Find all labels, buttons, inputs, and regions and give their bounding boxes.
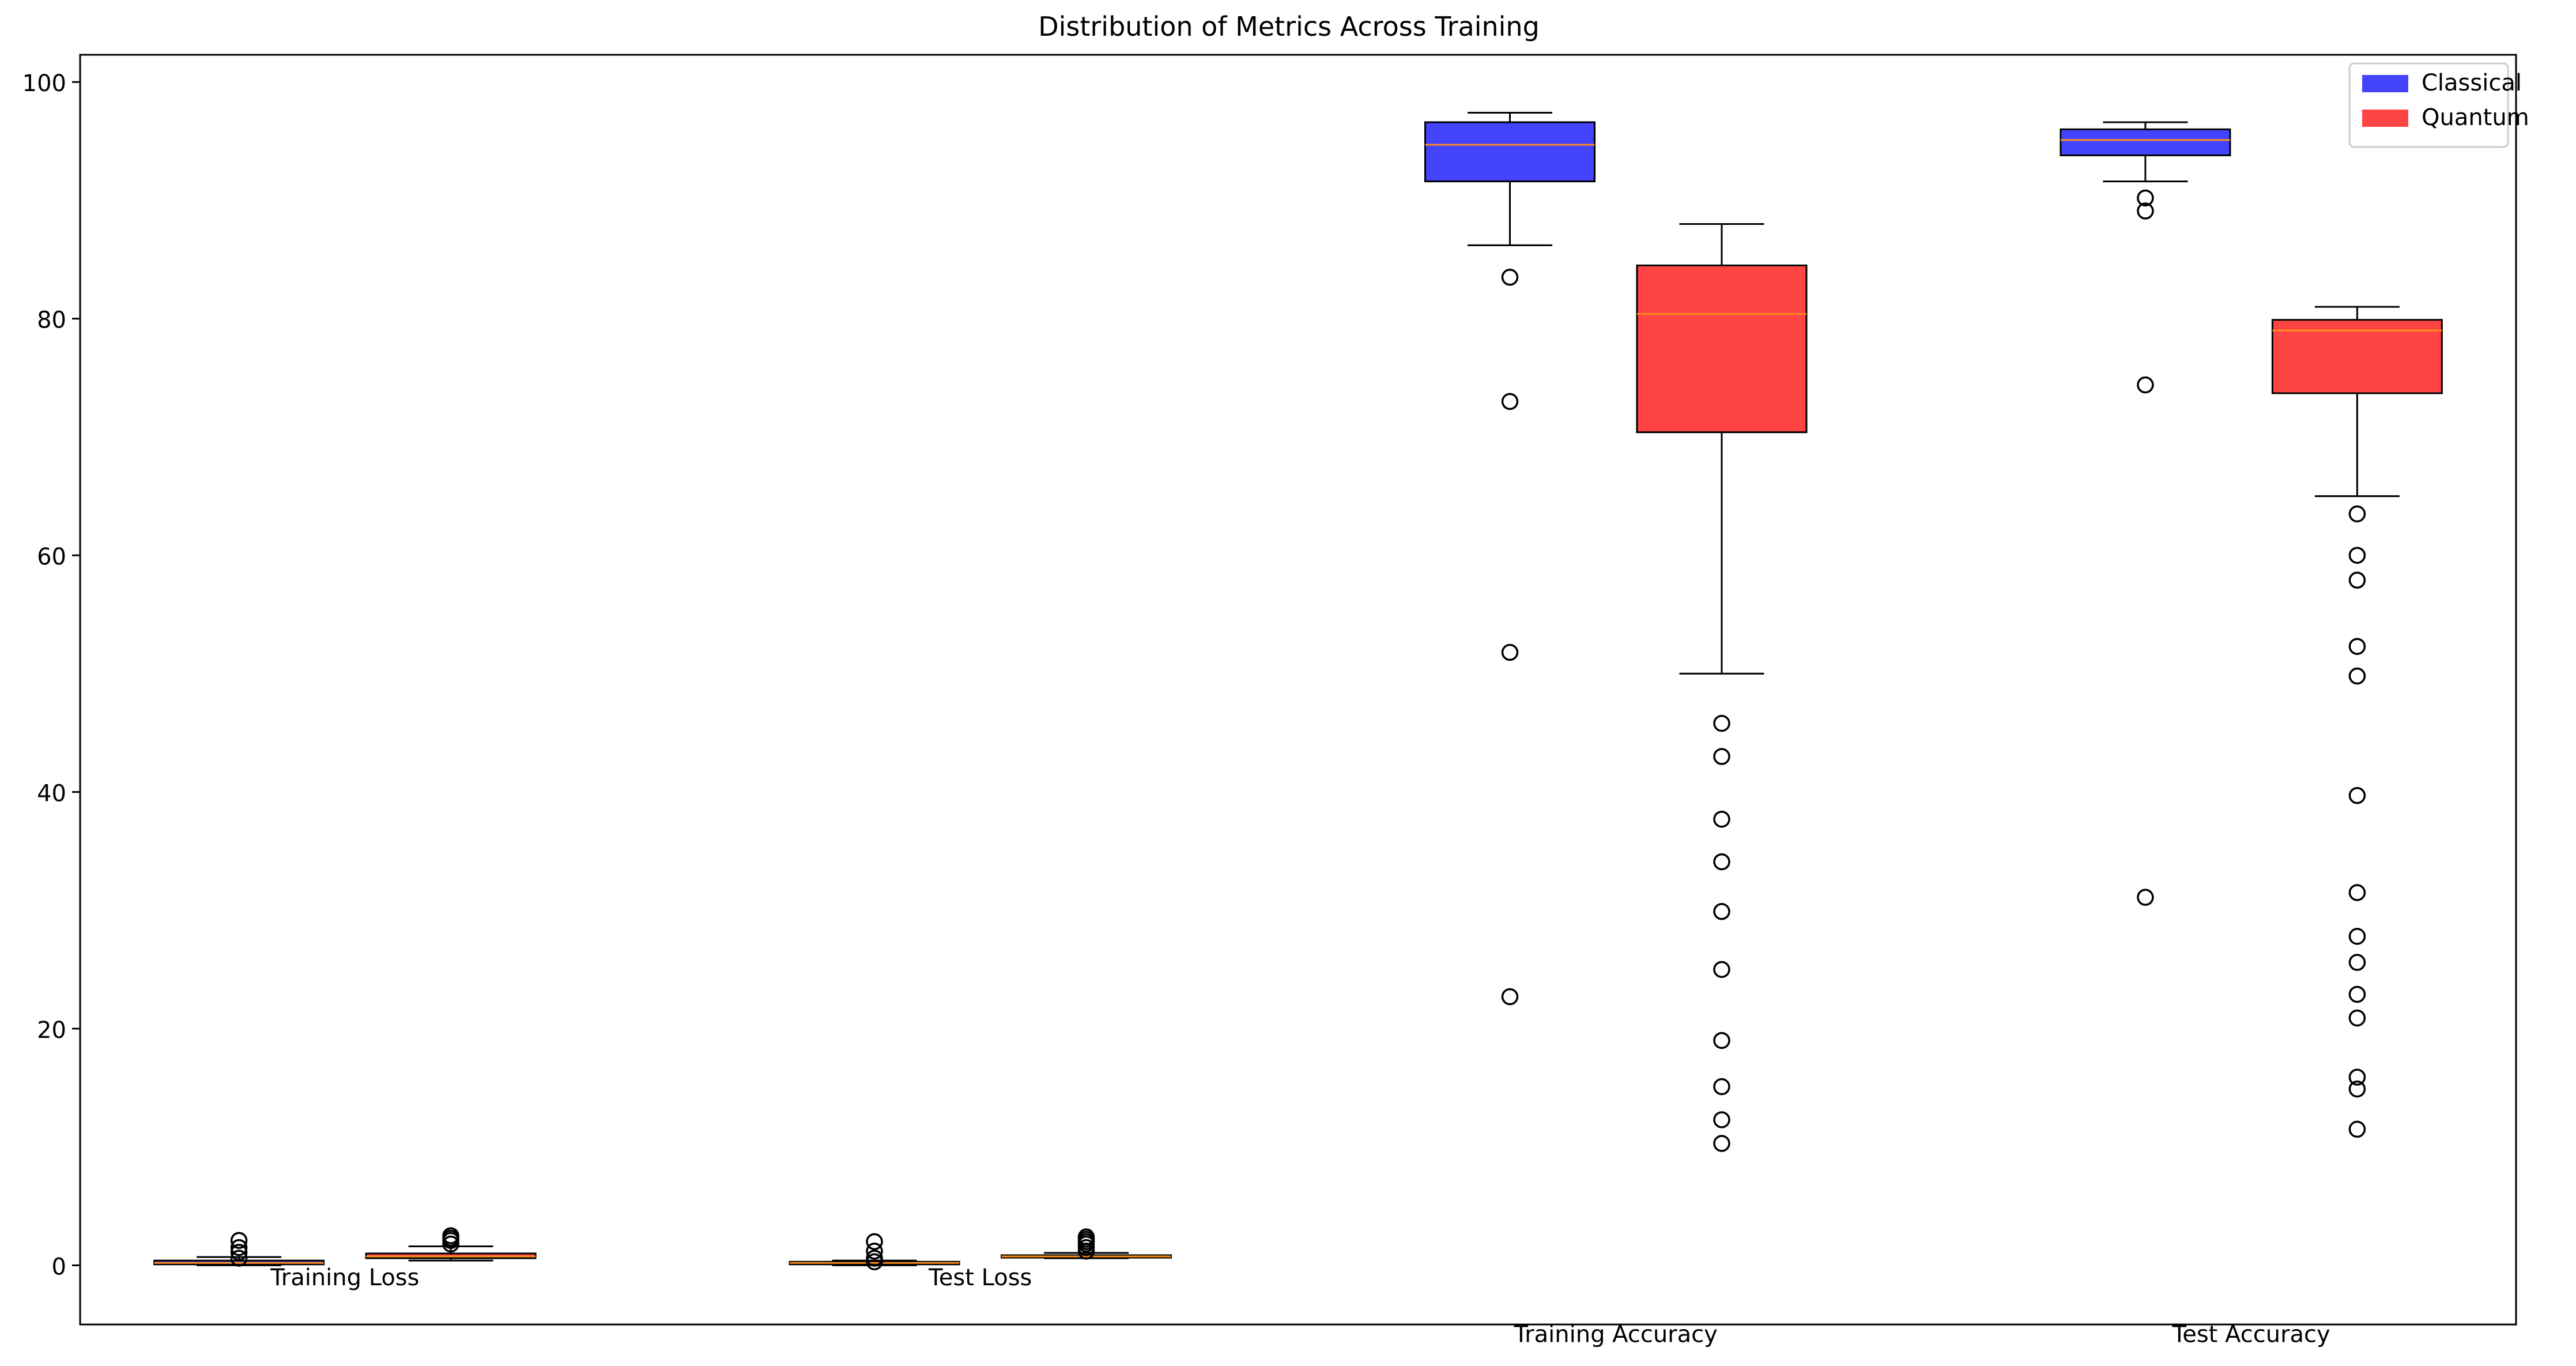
outlier-point: [1713, 853, 1730, 871]
outlier-point: [2348, 928, 2366, 945]
y-tick-label: 60: [37, 544, 66, 570]
legend: Classical Quantum: [2348, 62, 2529, 148]
box-iqr: [1636, 264, 1808, 434]
box-iqr: [1424, 121, 1596, 183]
outlier-point: [866, 1250, 883, 1267]
y-axis: 0 20 40 60 80 100: [22, 70, 80, 1280]
outlier-point: [1713, 810, 1730, 828]
outlier-point: [1713, 961, 1730, 979]
chart-title: Distribution of Metrics Across Training: [1038, 11, 1540, 42]
outlier-point: [2137, 376, 2154, 394]
outlier-point: [442, 1227, 459, 1244]
outlier-point: [1713, 903, 1730, 920]
outlier-point: [230, 1244, 248, 1261]
outlier-point: [230, 1250, 248, 1267]
legend-swatch: [2362, 75, 2408, 92]
box-iqr: [2060, 128, 2231, 156]
outlier-point: [1713, 1135, 1730, 1152]
box-group: [1636, 223, 1808, 1152]
outlier-point: [1713, 1032, 1730, 1049]
box-group: [1001, 1228, 1172, 1260]
outlier-point: [1501, 988, 1519, 1006]
outlier-point: [2137, 189, 2154, 207]
axes-frame: [79, 54, 2517, 1326]
box-group: [1424, 112, 1596, 1006]
outlier-point: [2348, 638, 2366, 655]
outlier-point: [2348, 1120, 2366, 1138]
box-group: [2271, 306, 2443, 1138]
y-tick-label: 80: [37, 307, 66, 334]
outlier-point: [2348, 1080, 2366, 1098]
y-tick-label: 100: [22, 70, 66, 97]
outlier-point: [2348, 547, 2366, 564]
outlier-point: [2348, 954, 2366, 971]
outlier-point: [1501, 269, 1519, 286]
legend-swatch: [2362, 110, 2408, 127]
outlier-point: [1501, 644, 1519, 661]
outlier-point: [2348, 1068, 2366, 1086]
outlier-point: [1713, 748, 1730, 765]
category-label: Test Loss: [928, 1265, 1032, 1291]
outlier-point: [1713, 714, 1730, 732]
box-group: [789, 1233, 960, 1270]
outlier-point: [2348, 505, 2366, 522]
outlier-point: [1501, 393, 1519, 411]
outlier-point: [2348, 787, 2366, 804]
outlier-point: [2348, 985, 2366, 1003]
y-tick-label: 40: [37, 781, 66, 807]
legend-label: Quantum: [2422, 104, 2529, 131]
plot-area: Training Loss Test Loss Training Accuracy T…: [153, 112, 2443, 1348]
category-label: Training Loss: [270, 1265, 419, 1291]
outlier-point: [2348, 571, 2366, 589]
legend-label: Classical: [2422, 70, 2522, 96]
category-label: Training Accuracy: [1514, 1321, 1718, 1348]
y-tick-label: 20: [37, 1017, 66, 1044]
outlier-point: [866, 1243, 883, 1260]
outlier-point: [1077, 1228, 1095, 1245]
outlier-point: [2137, 889, 2154, 906]
outlier-point: [2348, 1009, 2366, 1027]
outlier-point: [230, 1239, 248, 1256]
outlier-point: [2137, 202, 2154, 220]
box-group: [365, 1227, 537, 1262]
outlier-point: [2348, 884, 2366, 901]
y-tick-label: 0: [52, 1254, 66, 1280]
outlier-point: [1713, 1111, 1730, 1128]
outlier-point: [230, 1232, 248, 1250]
outlier-point: [2348, 667, 2366, 685]
box-iqr: [2271, 319, 2443, 394]
outlier-point: [866, 1233, 883, 1251]
box-group: [153, 1232, 325, 1267]
category-label: Test Accuracy: [2172, 1321, 2330, 1348]
outlier-point: [1713, 1078, 1730, 1096]
box-group: [2060, 121, 2231, 906]
